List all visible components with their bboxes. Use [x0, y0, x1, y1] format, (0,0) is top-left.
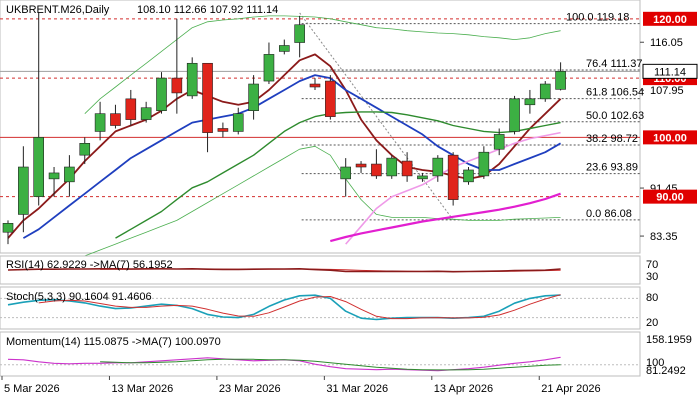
price-panel: 100.0 119.18 76.4 111.37 61.8 106.54 50.0 1…: [0, 0, 644, 257]
level-price-tag-box: [643, 130, 697, 145]
rsi-tick-70: 70: [646, 259, 658, 271]
bearish-candle: [371, 163, 382, 177]
stoch-signal-line: [38, 294, 561, 320]
candles: [2, 12, 566, 245]
rsi-panel: RSI(14) 62.9229 ->MA(7) 56.1952 70 30: [0, 255, 658, 285]
rsi-lines: [7, 267, 561, 273]
bearish-candle: [171, 77, 183, 94]
fib-level-label: 38.2 98.72: [586, 133, 638, 145]
fibonacci-levels: 100.0 119.18 76.4 111.37 61.8 106.54 50.0 1…: [299, 12, 644, 221]
moving-average-line: [330, 192, 561, 243]
fib-level-label: 76.4 111.37: [586, 58, 642, 70]
bullish-candle: [524, 98, 536, 106]
bullish-candle: [417, 175, 428, 180]
current-price-tag-box: [642, 63, 698, 79]
bullish-candle: [509, 98, 520, 132]
bearish-candle: [202, 62, 213, 133]
time-tick-label: 31 Mar 2026: [326, 383, 388, 395]
time-tick-label: 23 Mar 2026: [219, 383, 281, 395]
time-tick-label: 21 Apr 2026: [541, 383, 600, 395]
bullish-candle: [140, 107, 152, 120]
level-price-tag-label: 120.00: [653, 14, 687, 26]
price-tick-label: 107.95: [650, 85, 684, 97]
level-price-tag-label: 90.00: [656, 192, 684, 204]
moving-average-line: [115, 111, 561, 239]
time-tick-label: 13 Apr 2026: [434, 383, 493, 395]
momentum-panel: Momentum(14) 115.0875 ->MA(7) 100.0970 1…: [0, 331, 692, 377]
momentum-tick-100: 100: [646, 357, 664, 369]
rsi-label: RSI(14) 62.9229 ->MA(7) 56.1952: [6, 259, 173, 271]
momentum-lines: [0, 356, 640, 372]
bearish-candle: [325, 80, 336, 117]
price-tick-label: 116.05: [650, 37, 683, 49]
rsi-main-line: [7, 267, 561, 273]
stoch-label: Stoch(5,3,3) 90.1604 91.4606: [6, 291, 152, 303]
fib-level-label: 100.0 119.18: [566, 12, 629, 24]
upper-band-line: [84, 15, 561, 114]
momentum-label: Momentum(14) 115.0875 ->MA(7) 100.0970: [6, 336, 221, 348]
bullish-candle: [232, 113, 244, 132]
bearish-candle: [309, 83, 321, 88]
level-price-tag-label: 100.00: [653, 132, 687, 144]
bearish-candle: [110, 113, 121, 126]
moving-average-line: [22, 74, 562, 239]
level-price-tag-box: [643, 11, 697, 26]
bullish-candle: [79, 143, 91, 156]
bullish-candle: [263, 54, 275, 82]
rsi-tick-30: 30: [646, 271, 658, 283]
envelope-bands: [84, 15, 561, 257]
stoch-lines: [0, 294, 640, 321]
bearish-candle: [355, 163, 367, 168]
bullish-candle: [294, 24, 305, 43]
bullish-candle: [478, 151, 490, 177]
level-price-tag-box: [643, 189, 697, 204]
bearish-candle: [401, 160, 413, 177]
bullish-candle: [18, 166, 29, 215]
bullish-candle: [432, 157, 444, 177]
bullish-candle: [539, 83, 551, 100]
bullish-candle: [33, 137, 45, 197]
current-price-tag-label: 111.14: [654, 66, 686, 78]
time-tick-label: 5 Mar 2026: [4, 383, 60, 395]
bullish-candle: [493, 134, 505, 150]
fib-level-label: 0.0 86.08: [586, 208, 632, 220]
momentum-tick-min: 81.2492: [646, 365, 686, 377]
bullish-candle: [48, 172, 60, 180]
bearish-candle: [125, 98, 137, 120]
time-tick-label: 13 Mar 2026: [111, 383, 173, 395]
bullish-candle: [64, 166, 75, 183]
bullish-candle: [94, 113, 106, 132]
momentum-signal-line: [100, 358, 561, 371]
bearish-candle: [217, 128, 229, 132]
fib-anchor-line: [299, 12, 454, 221]
bullish-candle: [340, 166, 352, 180]
bullish-candle: [156, 77, 167, 111]
lower-band-line: [84, 145, 561, 257]
stoch-panel: Stoch(5,3,3) 90.1604 91.4606 80 20: [0, 286, 658, 330]
fib-level-label: 23.6 93.89: [586, 162, 638, 174]
momentum-tick-max: 158.1959: [646, 334, 692, 346]
bullish-candle: [2, 223, 14, 233]
chart-symbol: UKBRENT.M26,Daily: [6, 4, 110, 16]
fib-level-label: 61.8 106.54: [586, 87, 644, 99]
fib-level-label: 50.0 102.63: [586, 110, 644, 122]
price-tick-label: 83.35: [650, 231, 678, 243]
bullish-candle: [555, 71, 566, 90]
time-axis: 5 Mar 2026 13 Mar 2026 23 Mar 2026 31 Mar 2…: [0, 375, 640, 395]
bullish-candle: [248, 83, 259, 111]
bearish-candle: [447, 154, 459, 200]
bullish-candle: [386, 157, 398, 177]
stoch-tick-80: 80: [646, 292, 658, 304]
bullish-candle: [278, 45, 290, 52]
stoch-tick-20: 20: [646, 317, 658, 329]
bullish-candle: [186, 62, 198, 97]
chart-ohlc: 108.10 112.66 107.92 111.14: [137, 4, 278, 16]
bullish-candle: [463, 169, 474, 183]
